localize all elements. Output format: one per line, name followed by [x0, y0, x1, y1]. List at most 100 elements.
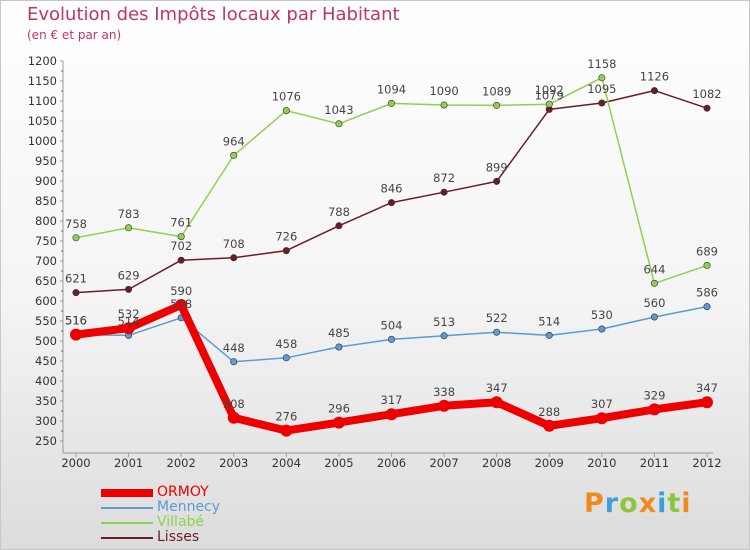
data-label-ormoy: 317	[381, 393, 403, 407]
legend-label-lisses: Lisses	[157, 529, 200, 545]
data-label-villabe: 1076	[272, 90, 301, 104]
data-label-villabe: 1158	[587, 57, 616, 71]
legend-label-ormoy: ORMOY	[157, 484, 209, 500]
data-label-mennecy: 516	[65, 314, 87, 328]
data-point-mennecy	[230, 358, 238, 366]
y-tick-label: 550	[35, 314, 57, 328]
data-label-lisses: 629	[118, 268, 140, 282]
data-label-lisses: 788	[328, 205, 350, 219]
data-point-lisses	[493, 177, 501, 185]
data-label-villabe: 783	[118, 207, 140, 221]
data-point-lisses	[335, 222, 343, 230]
data-label-lisses: 702	[170, 239, 192, 253]
x-tick-label: 2000	[61, 456, 90, 470]
logo-letter: P	[584, 488, 605, 519]
data-point-lisses	[650, 87, 658, 95]
data-point-ormoy	[595, 412, 608, 425]
logo-letter: o	[619, 488, 639, 519]
y-tick-label: 400	[35, 374, 57, 388]
data-label-mennecy: 560	[643, 296, 665, 310]
x-tick-label: 2010	[587, 456, 616, 470]
data-point-villabe	[335, 120, 343, 128]
data-point-mennecy	[545, 331, 553, 339]
data-label-villabe: 1094	[377, 82, 406, 96]
data-label-ormoy: 516	[65, 314, 87, 328]
data-label-lisses: 1095	[587, 82, 616, 96]
data-point-mennecy	[440, 332, 448, 340]
data-label-mennecy: 558	[170, 297, 192, 311]
x-tick-label: 2006	[377, 456, 406, 470]
data-point-ormoy	[122, 322, 135, 335]
data-point-lisses	[125, 285, 133, 293]
axes: 250 300 350 400 450 500 550 600 650 700 750 800 850 9…	[28, 54, 722, 470]
data-point-mennecy	[598, 325, 606, 333]
data-point-lisses	[387, 199, 395, 207]
data-label-ormoy: 590	[170, 284, 192, 298]
data-labels-layer: 621 629 702 708 726 788 846 872 899 1079 1095 1126 1…	[65, 57, 722, 424]
data-label-ormoy: 288	[538, 405, 560, 419]
data-label-ormoy: 276	[275, 410, 297, 424]
data-label-ormoy: 296	[328, 402, 350, 416]
data-label-ormoy: 532	[118, 307, 140, 321]
x-tick-label: 2009	[535, 456, 564, 470]
data-point-villabe	[440, 101, 448, 109]
logo-letter: i	[681, 488, 692, 519]
data-label-villabe: 689	[696, 244, 718, 258]
logo-letter: t	[667, 488, 682, 519]
data-point-ormoy	[227, 411, 240, 424]
data-point-ormoy	[701, 396, 713, 409]
logo-letter: i	[657, 488, 668, 519]
data-point-mennecy	[335, 343, 343, 351]
data-label-lisses: 708	[223, 237, 245, 251]
data-label-mennecy: 485	[328, 326, 350, 340]
y-tick-label: 600	[35, 294, 57, 308]
data-label-villabe: 1092	[535, 83, 564, 97]
y-tick-label: 850	[35, 194, 57, 208]
data-point-villabe	[72, 234, 80, 242]
data-point-mennecy	[650, 313, 658, 321]
data-point-lisses	[703, 104, 711, 112]
y-tick-label: 500	[35, 334, 57, 348]
data-label-ormoy: 308	[223, 397, 245, 411]
y-tick-label: 750	[35, 234, 57, 248]
data-point-ormoy	[332, 416, 345, 429]
x-tick-label: 2012	[692, 456, 721, 470]
data-label-mennecy: 448	[223, 341, 245, 355]
data-label-lisses: 1126	[640, 70, 669, 84]
y-tick-label: 1000	[28, 134, 57, 148]
chart-subtitle: (en € et par an)	[27, 28, 122, 42]
data-label-ormoy: 347	[486, 381, 508, 395]
y-tick-label: 700	[35, 254, 57, 268]
data-point-ormoy	[543, 419, 556, 432]
data-label-mennecy: 513	[433, 315, 455, 329]
data-point-villabe	[598, 74, 606, 82]
series-layer	[70, 74, 713, 437]
proxiti-logo: Proxiti	[584, 488, 692, 519]
data-point-lisses	[177, 256, 185, 264]
data-point-villabe	[703, 261, 711, 269]
data-label-lisses: 1082	[692, 87, 721, 101]
data-point-ormoy	[175, 299, 188, 311]
x-tick-label: 2004	[272, 456, 301, 470]
y-tick-label: 450	[35, 354, 57, 368]
y-tick-label: 250	[35, 434, 57, 448]
y-tick-label: 650	[35, 274, 57, 288]
data-point-ormoy	[70, 328, 82, 341]
y-tick-label: 1100	[28, 94, 57, 108]
legend-label-villabe: Villabé	[157, 514, 205, 530]
x-tick-label: 2002	[167, 456, 196, 470]
data-point-villabe	[387, 99, 395, 107]
data-label-mennecy: 458	[275, 337, 297, 351]
data-label-ormoy: 338	[433, 385, 455, 399]
data-label-lisses: 726	[275, 230, 297, 244]
data-label-villabe: 964	[223, 134, 245, 148]
x-tick-label: 2007	[429, 456, 458, 470]
y-tick-label: 1200	[28, 54, 57, 68]
x-tick-label: 2008	[482, 456, 511, 470]
data-label-mennecy: 514	[538, 314, 560, 328]
legend-swatch-ormoy	[101, 489, 153, 497]
data-label-villabe: 1089	[482, 84, 511, 98]
data-label-mennecy: 514	[118, 314, 140, 328]
data-label-lisses: 1079	[535, 88, 564, 102]
data-label-mennecy: 504	[381, 318, 403, 332]
